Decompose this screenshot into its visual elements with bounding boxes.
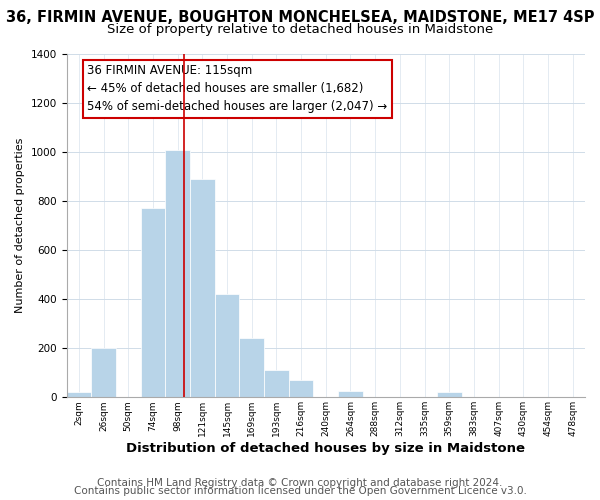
Text: Contains HM Land Registry data © Crown copyright and database right 2024.: Contains HM Land Registry data © Crown c…: [97, 478, 503, 488]
Bar: [239, 338, 264, 398]
Bar: [215, 294, 239, 398]
Text: 36 FIRMIN AVENUE: 115sqm
← 45% of detached houses are smaller (1,682)
54% of sem: 36 FIRMIN AVENUE: 115sqm ← 45% of detach…: [87, 64, 388, 114]
Bar: [264, 370, 289, 398]
Bar: [140, 208, 165, 398]
Bar: [437, 392, 461, 398]
Bar: [338, 391, 363, 398]
Bar: [289, 380, 313, 398]
Bar: [91, 348, 116, 398]
Text: Contains public sector information licensed under the Open Government Licence v3: Contains public sector information licen…: [74, 486, 526, 496]
Bar: [67, 392, 91, 398]
X-axis label: Distribution of detached houses by size in Maidstone: Distribution of detached houses by size …: [126, 442, 525, 455]
Text: 36, FIRMIN AVENUE, BOUGHTON MONCHELSEA, MAIDSTONE, ME17 4SP: 36, FIRMIN AVENUE, BOUGHTON MONCHELSEA, …: [6, 10, 594, 25]
Bar: [165, 150, 190, 398]
Y-axis label: Number of detached properties: Number of detached properties: [15, 138, 25, 314]
Bar: [190, 179, 215, 398]
Text: Size of property relative to detached houses in Maidstone: Size of property relative to detached ho…: [107, 22, 493, 36]
